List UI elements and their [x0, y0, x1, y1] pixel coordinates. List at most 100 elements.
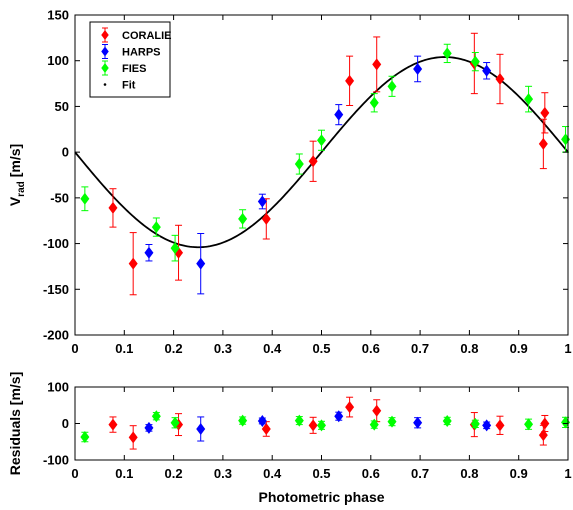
y-tick-label: -200: [43, 328, 69, 343]
data-point-fies: [387, 80, 397, 93]
data-point-fies: [317, 419, 326, 432]
legend-label: HARPS: [122, 47, 161, 59]
x-axis-label: Photometric phase: [258, 489, 384, 505]
x-tick-label: 0.6: [362, 341, 380, 356]
y-tick-label: 150: [47, 8, 69, 23]
data-point-coralie: [128, 257, 138, 270]
data-point-harps: [257, 414, 267, 427]
legend-label: FIES: [122, 63, 146, 75]
data-point-harps: [334, 108, 344, 121]
legend: CORALIE HARPS FIES Fit: [89, 21, 172, 98]
rv-panel: 0 0.1 0.2 0.3 0.4 0.5 0.6 0.7 0.8 0.9 1 -200 -150 -10…: [7, 8, 572, 357]
data-point-coralie: [345, 401, 355, 414]
y-axis-label: Vrad [m/s]: [7, 144, 27, 206]
data-point-fies: [470, 55, 480, 68]
data-point-harps: [144, 246, 154, 259]
data-point-coralie: [495, 419, 505, 432]
data-point-coralie: [372, 58, 382, 71]
x-tick-label: 0.7: [411, 466, 429, 481]
x-tick-label: 0.5: [312, 341, 330, 356]
residuals-panel: 0 0.1 0.2 0.3 0.4 0.5 0.6 0.7 0.8 0.9 1-1000100Res…: [7, 372, 572, 505]
x-tick-label: 0.3: [214, 341, 232, 356]
y-tick-label: 50: [55, 99, 69, 114]
x-tick-label: 0.2: [165, 466, 183, 481]
x-tick-label: 0.6: [362, 466, 380, 481]
data-point-fies: [80, 192, 90, 205]
data-point-coralie: [538, 137, 548, 150]
data-point-fies: [387, 415, 397, 428]
y-tick-label: -150: [43, 282, 69, 297]
y-axis-label-main: V: [7, 196, 23, 206]
data-point-harps: [196, 257, 206, 270]
x-tick-label: 1: [564, 466, 571, 481]
legend-marker-fies: [101, 63, 109, 73]
data-point-coralie: [108, 201, 118, 214]
data-point-fies: [294, 158, 304, 171]
data-point-harps: [482, 64, 492, 77]
data-point-fies: [151, 410, 161, 423]
data-point-harps: [413, 62, 423, 75]
y-tick-label: -50: [50, 190, 69, 205]
data-point-coralie: [108, 418, 118, 431]
data-point-coralie: [372, 404, 382, 417]
data-point-fies: [524, 418, 534, 431]
legend-marker-coralie: [101, 30, 109, 40]
data-point-fies: [317, 134, 326, 147]
y-tick-label: -100: [43, 236, 69, 251]
data-point-harps: [334, 410, 344, 423]
data-point-coralie: [308, 155, 318, 168]
data-point-fies: [561, 416, 571, 429]
x-tick-label: 0: [71, 341, 78, 356]
data-point-harps: [413, 416, 423, 429]
data-point-fies: [442, 414, 452, 427]
x-tick-label: 0.1: [115, 466, 133, 481]
data-point-coralie: [540, 417, 550, 430]
x-tick-label: 0.1: [115, 341, 133, 356]
x-tick-label: 1: [564, 341, 571, 356]
data-point-coralie: [495, 73, 505, 85]
data-point-fies: [80, 431, 90, 444]
data-point-fies: [369, 418, 379, 431]
data-point-harps: [144, 421, 154, 434]
y-tick-label: 0: [62, 416, 69, 431]
data-point-fies: [369, 96, 379, 109]
y-axis-label-sub: rad: [16, 181, 27, 197]
x-tick-label: 0.3: [214, 466, 232, 481]
y-tick-label: 100: [47, 380, 69, 395]
data-point-fies: [470, 417, 480, 430]
y-axis-label: Residuals [m/s]: [7, 372, 23, 475]
x-tick-label: 0: [71, 466, 78, 481]
y-tick-label: -100: [43, 453, 69, 468]
y-axis-label-unit: [m/s]: [7, 144, 23, 177]
data-point-fies: [238, 414, 248, 427]
data-point-coralie: [538, 429, 548, 442]
x-tick-label: 0.7: [411, 341, 429, 356]
x-tick-label: 0.4: [263, 341, 282, 356]
data-point-coralie: [308, 419, 318, 432]
data-point-fies: [238, 212, 248, 225]
y-tick-label: 0: [62, 145, 69, 160]
y-tick-label: 100: [47, 53, 69, 68]
data-point-harps: [482, 419, 492, 432]
legend-label: Fit: [122, 80, 136, 92]
x-tick-label: 0.8: [460, 341, 478, 356]
data-point-fies: [170, 242, 180, 255]
x-tick-label: 0.4: [263, 466, 282, 481]
data-point-fies: [294, 414, 304, 427]
data-point-fies: [151, 221, 161, 234]
data-point-harps: [196, 422, 206, 435]
data-point-fies: [561, 133, 571, 146]
legend-label: CORALIE: [122, 30, 172, 42]
x-tick-label: 0.9: [510, 466, 528, 481]
data-point-coralie: [540, 106, 550, 119]
data-point-harps: [257, 195, 267, 208]
data-point-coralie: [128, 431, 138, 444]
data-point-coralie: [261, 422, 271, 435]
data-point-fies: [442, 47, 452, 60]
data-point-coralie: [261, 212, 271, 225]
data-point-fies: [170, 416, 180, 429]
data-point-fies: [524, 93, 534, 106]
x-tick-label: 0.8: [460, 466, 478, 481]
x-tick-label: 0.5: [312, 466, 330, 481]
